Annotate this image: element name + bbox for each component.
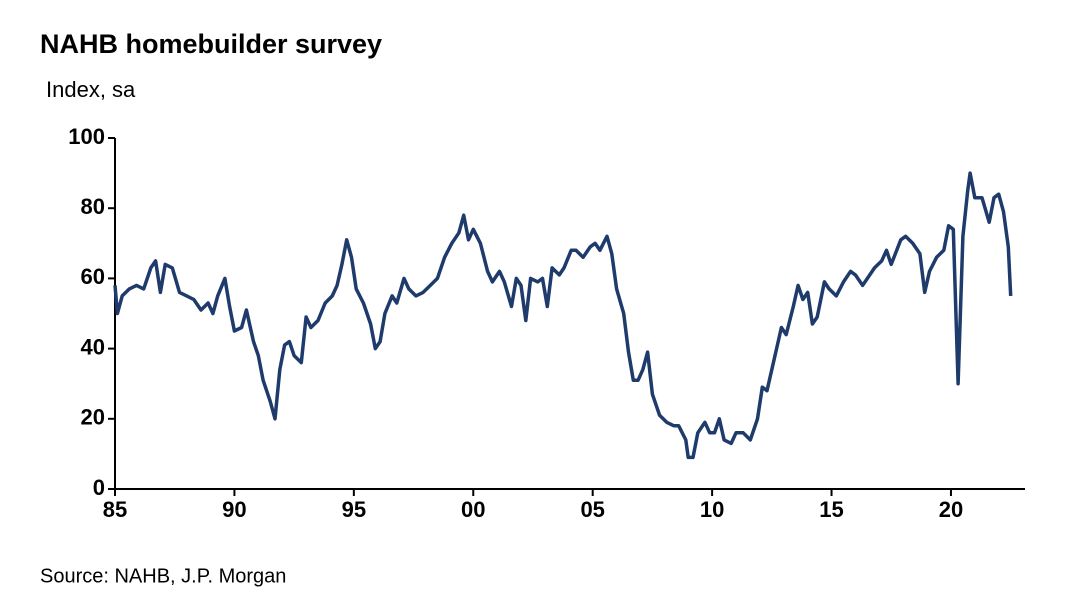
chart-title: NAHB homebuilder survey [40, 29, 382, 59]
x-tick-label: 85 [103, 497, 127, 522]
source-note: Source: NAHB, J.P. Morgan [40, 565, 286, 587]
x-tick-label: 90 [222, 497, 246, 522]
chart-subtitle: Index, sa [46, 77, 136, 102]
x-tick-label: 10 [700, 497, 724, 522]
x-tick-label: 20 [939, 497, 963, 522]
y-tick-label: 20 [81, 405, 105, 430]
y-tick-label: 80 [81, 194, 105, 219]
y-tick-label: 100 [68, 124, 105, 149]
y-tick-label: 0 [93, 475, 105, 500]
y-tick-label: 40 [81, 334, 105, 359]
x-tick-label: 00 [461, 497, 485, 522]
y-tick-label: 60 [81, 264, 105, 289]
data-line [113, 171, 1013, 460]
x-tick-label: 95 [342, 497, 366, 522]
x-tick-label: 15 [819, 497, 843, 522]
x-tick-label: 05 [580, 497, 604, 522]
